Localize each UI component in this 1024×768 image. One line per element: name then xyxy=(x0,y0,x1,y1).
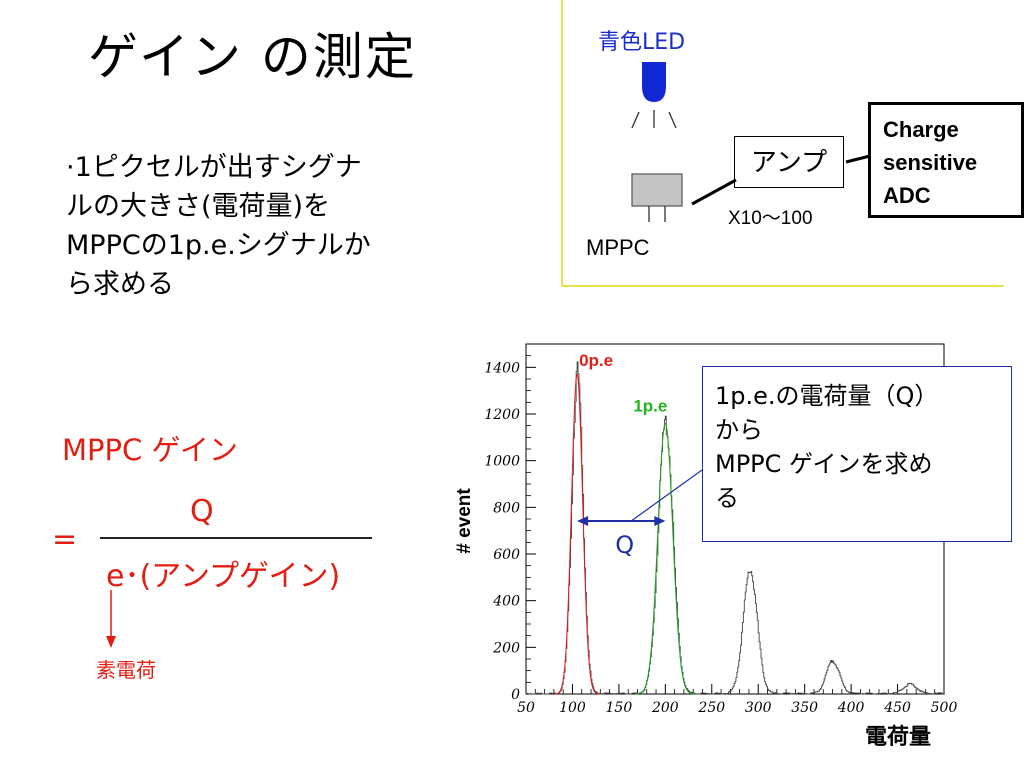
elementary-charge-arrow xyxy=(106,590,116,648)
y-tick-label: 800 xyxy=(493,500,520,516)
bullet-line: ·1ピクセルが出すシグナ xyxy=(66,152,362,183)
q-arrow-head-left xyxy=(577,516,589,526)
light-ray xyxy=(631,111,640,129)
page-title: ゲイン の測定 xyxy=(88,28,417,86)
q-arrow-head-right xyxy=(654,516,666,526)
x-tick-label: 400 xyxy=(837,700,865,716)
chart-series xyxy=(525,361,945,695)
y-tick-label: 0 xyxy=(511,687,520,703)
amplifier-box: アンプ xyxy=(734,136,844,188)
led-label: 青色LED xyxy=(598,30,686,55)
bullet-line: MPPCの1p.e.シグナルか xyxy=(66,230,371,261)
y-tick-label: 200 xyxy=(492,640,520,656)
gain-callout-note: 1p.e.の電荷量（Q） から MPPC ゲインを求め る xyxy=(702,366,1012,542)
q-callout-leader xyxy=(630,469,703,522)
gain-label-prefix: MPPC xyxy=(62,433,143,467)
note-line: から xyxy=(715,416,763,444)
mppc-label: MPPC xyxy=(586,235,650,260)
x-axis-title: 電荷量 xyxy=(865,725,931,750)
bullet-text: ·1ピクセルが出すシグナ ルの大きさ(電荷量)を MPPCの1p.e.シグナルか… xyxy=(66,148,446,304)
y-tick-label: 400 xyxy=(492,594,520,610)
y-tick-label: 600 xyxy=(493,547,520,563)
setup-diagram xyxy=(561,0,1004,287)
note-line: 1p.e.の電荷量（Q） xyxy=(715,382,939,410)
adc-line: Charge xyxy=(883,117,959,142)
y-axis-title: # event xyxy=(454,488,475,554)
x-tick-label: 100 xyxy=(559,700,586,716)
amplifier-gain-label: X10～100 xyxy=(728,208,813,229)
gain-formula-label: MPPC ゲイン xyxy=(62,430,238,470)
bullet-line: ルの大きさ(電荷量)を xyxy=(66,191,331,222)
light-ray xyxy=(668,111,677,129)
x-tick-label: 200 xyxy=(651,700,679,716)
peak-fit-1 xyxy=(635,422,696,695)
formula-numerator: Q xyxy=(190,494,214,529)
mppc-sensor-icon xyxy=(631,173,683,207)
y-tick-label: 1000 xyxy=(484,454,520,470)
amp-adc-cable xyxy=(845,154,871,164)
elementary-charge-label: 素電荷 xyxy=(96,658,156,682)
blue-led-icon xyxy=(642,62,666,102)
mppc-amp-cable xyxy=(691,178,737,206)
formula-denominator: e･(アンプゲイン) xyxy=(106,559,341,594)
formula-fraction-bar xyxy=(100,537,372,539)
x-tick-label: 450 xyxy=(883,700,911,716)
x-tick-label: 50 xyxy=(517,700,535,716)
adc-line: sensitive xyxy=(883,150,978,175)
peak-fit-0 xyxy=(554,373,600,695)
chart-labels: 0p.e 1p.e Q # event 電荷量 xyxy=(454,351,931,750)
gain-label-suffix: ゲイン xyxy=(142,433,238,467)
histogram-series xyxy=(525,361,945,695)
adc-line: ADC xyxy=(883,183,931,208)
note-line: る xyxy=(715,484,739,512)
note-line: MPPC ゲインを求め xyxy=(715,450,933,478)
bullet-line: ら求める xyxy=(66,269,174,300)
x-tick-label: 250 xyxy=(697,700,725,716)
q-label: Q xyxy=(615,531,634,559)
y-tick-label: 1400 xyxy=(484,360,520,376)
formula-equals: = xyxy=(52,522,78,557)
x-tick-label: 500 xyxy=(931,700,958,716)
x-tick-label: 350 xyxy=(791,700,818,716)
x-tick-label: 150 xyxy=(606,700,633,716)
adc-box: Charge sensitive ADC xyxy=(868,102,1024,218)
peak-label: 1p.e xyxy=(633,396,667,415)
peak-label: 0p.e xyxy=(579,351,613,370)
y-tick-label: 1200 xyxy=(484,407,520,423)
chart-ticks: 0 200 400 600 800 1000 1200 1400 50 100 150 200 250 3… xyxy=(484,343,958,716)
x-tick-label: 300 xyxy=(745,700,772,716)
